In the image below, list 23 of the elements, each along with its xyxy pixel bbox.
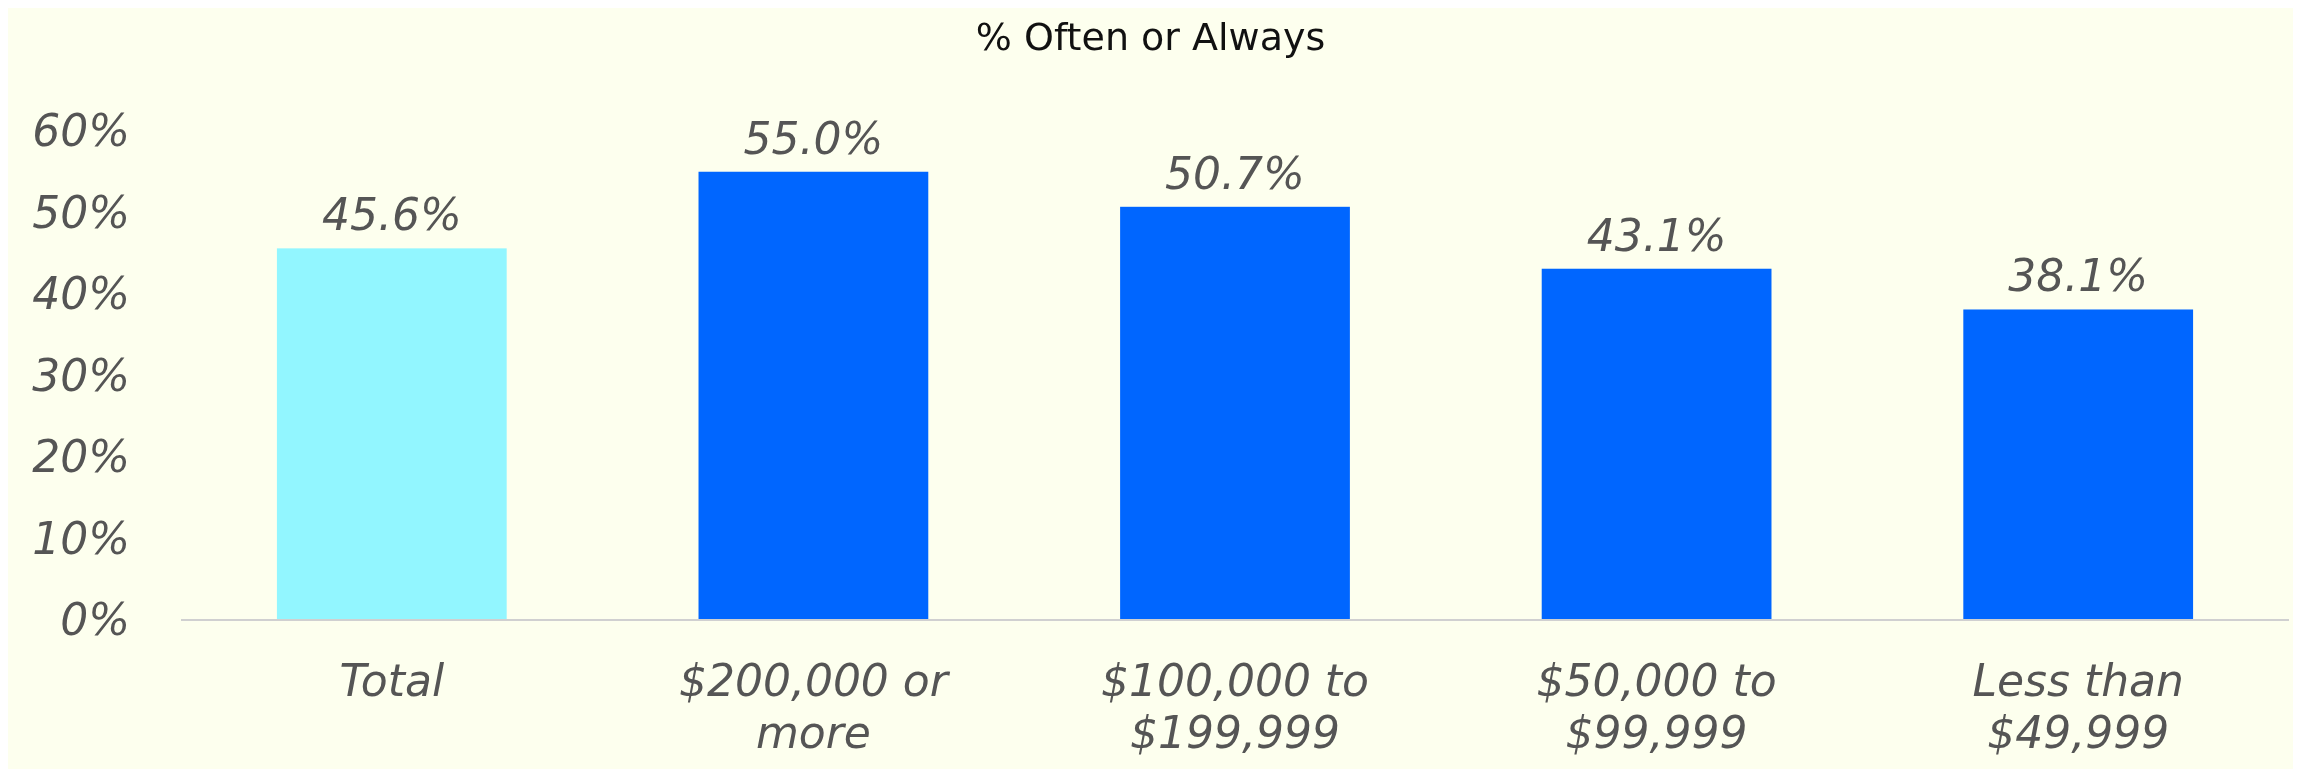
y-tick-label: 50% (32, 186, 130, 238)
data-label: 45.6% (321, 189, 462, 241)
y-tick-label: 40% (32, 268, 130, 320)
y-tick-label: 20% (32, 431, 130, 483)
bar (1963, 309, 2194, 620)
bar (1541, 268, 1772, 620)
chart-title: % Often or Always (975, 15, 1326, 59)
x-tick-label: $200,000 or more (678, 655, 951, 758)
y-tick-label: 60% (32, 105, 130, 157)
x-tick-label: Total (339, 655, 445, 706)
y-tick-label: 30% (32, 349, 130, 401)
bar (1120, 206, 1350, 620)
data-label: 55.0% (743, 112, 884, 164)
y-tick-label: 0% (60, 594, 130, 646)
data-label: 38.1% (2008, 250, 2149, 302)
data-label: 50.7% (1165, 147, 1305, 199)
x-tick-label: $50,000 to $99,999 (1536, 655, 1777, 758)
bar (276, 248, 507, 620)
bar (698, 171, 929, 620)
x-tick-label: $100,000 to $199,999 (1100, 655, 1370, 758)
x-tick-label: Less than $49,999 (1972, 655, 2184, 758)
data-label: 43.1% (1586, 209, 1727, 261)
y-tick-label: 10% (32, 512, 130, 564)
